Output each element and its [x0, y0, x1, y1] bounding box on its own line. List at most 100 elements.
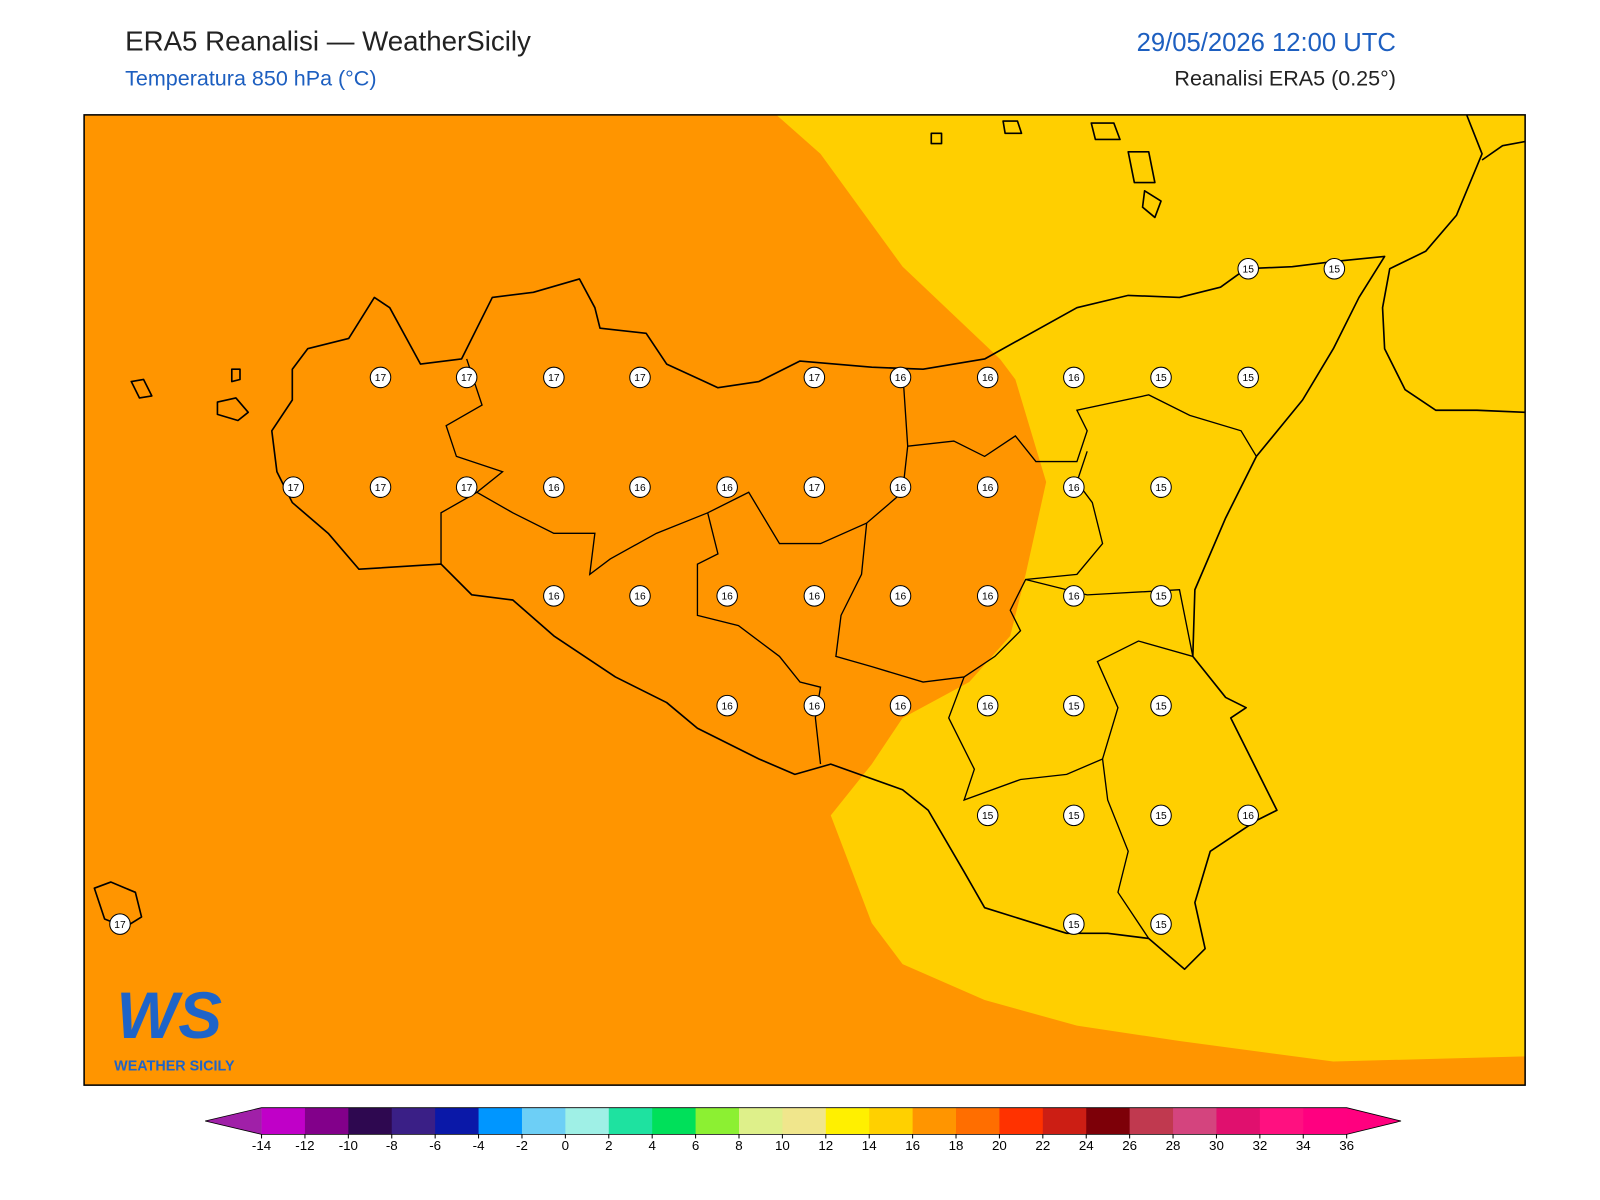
- station-value: 17: [809, 373, 821, 384]
- colorbar-bin: [1173, 1107, 1217, 1135]
- colorbar-bin: [738, 1107, 783, 1135]
- colorbar-tick-label: 22: [1035, 1138, 1050, 1153]
- colorbar-bin: [521, 1107, 566, 1135]
- colorbar-tick-label: -4: [473, 1138, 485, 1153]
- colorbar-tick-label: 4: [648, 1138, 656, 1153]
- colorbar-bin: [1129, 1107, 1174, 1135]
- station-marker: [1150, 694, 1172, 717]
- colorbar-bin: [304, 1107, 349, 1135]
- station-marker: [629, 585, 651, 607]
- colorbar-tick-label: 24: [1079, 1138, 1094, 1153]
- colorbar-tick-label: 30: [1209, 1138, 1224, 1153]
- station-marker: [889, 694, 912, 717]
- station-value: 16: [982, 701, 994, 712]
- province-border: [835, 451, 1104, 683]
- station-marker: [1150, 913, 1172, 935]
- colorbar-bin: [912, 1107, 957, 1135]
- station-value: 17: [634, 373, 646, 384]
- subtitle: Temperatura 850 hPa (°C): [125, 67, 376, 91]
- station-marker: [1237, 366, 1259, 389]
- station-value: 15: [1243, 373, 1255, 384]
- colorbar-tick-label: 32: [1252, 1138, 1267, 1153]
- station-marker: [976, 585, 999, 607]
- station-value: 15: [1155, 592, 1167, 603]
- station-marker: [976, 804, 999, 827]
- colorbar-bin: [1042, 1107, 1087, 1135]
- station-marker: [543, 476, 565, 498]
- station-marker: [803, 476, 826, 498]
- colorbar-bin: [652, 1107, 697, 1135]
- station-marker: [889, 366, 912, 389]
- station-marker: [889, 476, 912, 498]
- station-marker: [976, 366, 999, 389]
- colorbar-bin: [261, 1107, 306, 1135]
- station-value: 15: [1329, 264, 1341, 275]
- station-value: 16: [721, 483, 733, 494]
- station-marker: [976, 694, 999, 717]
- station-marker: [716, 585, 738, 607]
- colorbar-tick-label: 20: [992, 1138, 1007, 1153]
- station-value: 16: [982, 592, 994, 603]
- logo-mark: WS: [116, 979, 222, 1052]
- station-value: 16: [634, 483, 646, 494]
- station-value: 17: [809, 483, 821, 494]
- colorbar-tick-label: 8: [735, 1138, 742, 1153]
- colorbar-bin: [391, 1107, 436, 1135]
- station-marker: [1150, 476, 1172, 498]
- station-value: 17: [461, 373, 473, 384]
- colorbar-tick-label: 12: [818, 1138, 833, 1153]
- station-marker: [1063, 366, 1085, 389]
- station-marker: [1063, 694, 1085, 717]
- province-border: [440, 358, 504, 565]
- station-value: 15: [982, 811, 994, 822]
- colorbar-tick-label: -14: [252, 1138, 272, 1153]
- colorbar-tick-label: -8: [386, 1138, 398, 1153]
- station-value: 16: [1068, 483, 1080, 494]
- station-marker: [716, 694, 738, 717]
- colorbar-bin: [825, 1107, 870, 1135]
- colorbar-under: [205, 1107, 262, 1135]
- colorbar-tick-label: 14: [862, 1138, 877, 1153]
- colorbar-bin: [1303, 1107, 1348, 1135]
- island: [93, 120, 1162, 928]
- station-marker: [1150, 585, 1172, 607]
- station-marker: [1323, 257, 1346, 280]
- colorbar-tick-label: 26: [1122, 1138, 1137, 1153]
- logo-name: WEATHER SICILY: [114, 1058, 235, 1074]
- station-value: 16: [982, 373, 994, 384]
- station-value: 17: [288, 483, 300, 494]
- station-value: 15: [1068, 701, 1080, 712]
- colorbar: -14 -12 -10 -8 -6 -4 -2 0 2 4 6 8 10 12 14 16 18 20 22 24 26…: [205, 1107, 1402, 1153]
- map-frame: [83, 114, 1526, 1086]
- station-value: 15: [1243, 264, 1255, 275]
- station-marker: [282, 476, 305, 498]
- station-marker: [1063, 585, 1085, 607]
- colorbar-bin: [999, 1107, 1044, 1135]
- station-value: 17: [461, 483, 473, 494]
- map-area: 15 15 17 17 17 17 17 16 16 16 15 15 17 17 17 16 16 16 17 16…: [84, 114, 1526, 1086]
- colorbar-tick-label: 36: [1339, 1138, 1354, 1153]
- station-value: 15: [1068, 920, 1080, 931]
- station-value: 16: [548, 483, 560, 494]
- station-value: 16: [895, 373, 907, 384]
- colorbar-tick-label: -6: [429, 1138, 441, 1153]
- colorbar-tick-label: 10: [775, 1138, 790, 1153]
- source: Reanalisi ERA5 (0.25°): [1174, 67, 1395, 91]
- station-value: 17: [375, 373, 387, 384]
- station-value: 15: [1155, 483, 1167, 494]
- colorbar-bin: [478, 1107, 523, 1135]
- colorbar-tick-label: 6: [692, 1138, 699, 1153]
- station-value: 16: [634, 592, 646, 603]
- station-value: 16: [982, 483, 994, 494]
- station-value: 16: [1068, 592, 1080, 603]
- station-value: 16: [809, 592, 821, 603]
- station-marker: [803, 694, 826, 717]
- station-value: 16: [1243, 811, 1255, 822]
- colorbar-bin: [565, 1107, 610, 1135]
- station-marker: [1063, 913, 1085, 935]
- station-marker: [889, 585, 912, 607]
- calabria-coast: [1381, 114, 1526, 414]
- station-marker: [1150, 366, 1172, 389]
- station-marker: [803, 585, 826, 607]
